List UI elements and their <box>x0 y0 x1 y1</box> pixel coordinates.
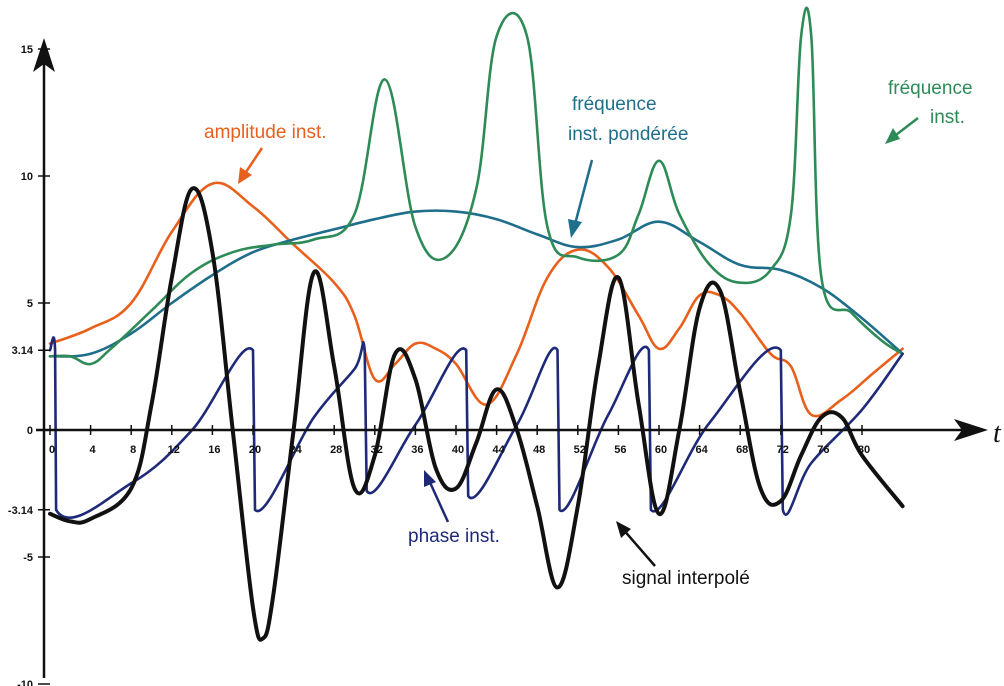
y-tick-label-1: 10 <box>21 171 33 183</box>
x-tick-label-18: 72 <box>777 444 789 456</box>
series-line-3 <box>48 336 904 519</box>
y-axis-arrow <box>33 38 55 72</box>
series-line-0 <box>48 181 904 418</box>
x-tick-label-3: 12 <box>168 444 180 456</box>
x-axis-label: t <box>993 418 1002 449</box>
series-line-1 <box>48 209 904 358</box>
arrow-frequency <box>885 117 919 144</box>
x-tick-label-0: 0 <box>49 444 55 456</box>
annotation-frequency-line1: fréquence <box>888 78 973 99</box>
x-tick-label-11: 44 <box>492 444 505 456</box>
tick-layer: 0 4 8 12 16 20 24 28 32 36 40 44 48 52 56 60 64 68 72 76 801… <box>8 44 870 686</box>
arrow-weighted-frequency <box>568 159 594 238</box>
y-tick-label-7: -10 <box>17 679 33 686</box>
x-tick-label-14: 56 <box>614 444 626 456</box>
x-tick-label-19: 76 <box>817 444 829 456</box>
x-tick-label-4: 16 <box>208 444 220 456</box>
annotation-phase: phase inst. <box>408 526 500 547</box>
y-tick-label-3: 3.14 <box>12 345 34 357</box>
series-line-2 <box>48 6 904 366</box>
arrow-signal <box>616 521 656 567</box>
annotation-amplitude: amplitude inst. <box>204 122 327 143</box>
x-tick-label-2: 8 <box>130 444 136 456</box>
arrow-amplitude <box>238 147 264 184</box>
y-tick-label-4: 0 <box>27 425 33 437</box>
annotation-weighted-frequency-line2: inst. pondérée <box>568 124 688 145</box>
x-tick-label-7: 28 <box>330 444 342 456</box>
x-axis-arrow <box>954 419 988 441</box>
annotation-frequency-line2: inst. <box>930 107 965 128</box>
x-tick-label-10: 40 <box>452 444 464 456</box>
series-layer <box>48 6 905 642</box>
x-tick-label-20: 80 <box>858 444 870 456</box>
x-tick-label-9: 36 <box>411 444 423 456</box>
x-tick-label-17: 68 <box>736 444 748 456</box>
y-tick-label-0: 15 <box>21 44 33 56</box>
annotation-weighted-frequency-line1: fréquence <box>572 94 657 115</box>
series-line-4 <box>48 186 905 642</box>
annotation-signal: signal interpolé <box>622 568 750 589</box>
x-tick-label-8: 32 <box>371 444 383 456</box>
y-tick-label-2: 5 <box>27 298 33 310</box>
x-tick-label-6: 24 <box>289 444 302 456</box>
x-tick-label-13: 52 <box>574 444 586 456</box>
x-tick-label-16: 64 <box>695 444 708 456</box>
y-tick-label-6: -5 <box>23 552 33 564</box>
arrow-phase <box>424 470 450 523</box>
x-tick-label-1: 4 <box>90 444 97 456</box>
x-tick-label-5: 20 <box>249 444 261 456</box>
y-tick-label-5: -3.14 <box>8 505 34 517</box>
x-tick-label-12: 48 <box>533 444 545 456</box>
x-tick-label-15: 60 <box>655 444 667 456</box>
